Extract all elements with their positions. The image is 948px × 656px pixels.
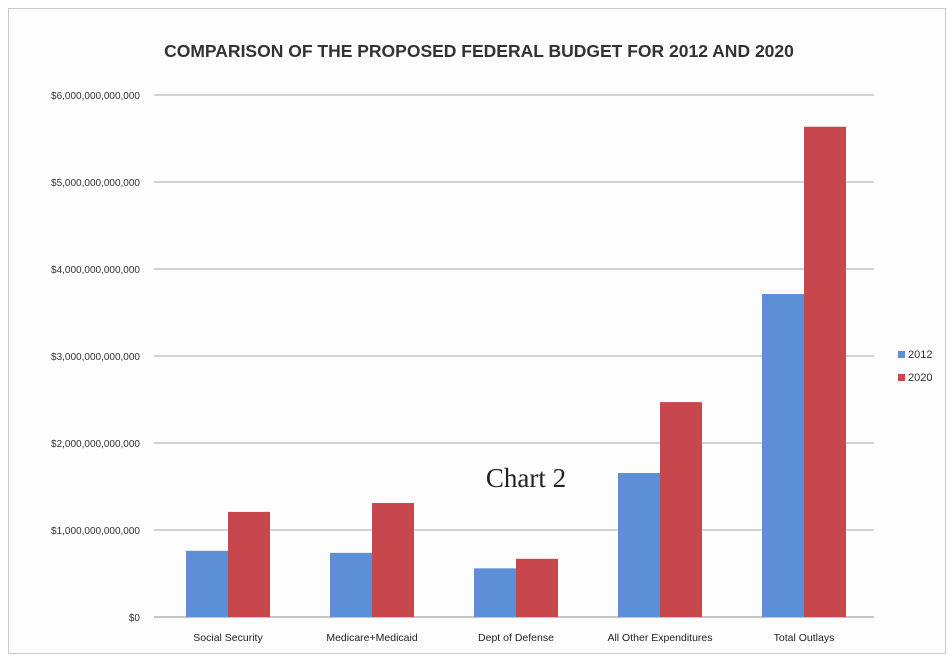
y-axis-tick-labels: $0 $1,000,000,000,000 $2,000,000,000,000 $3…	[51, 91, 140, 624]
legend-label: 2020	[908, 372, 932, 384]
y-tick-label: $0	[129, 613, 141, 624]
x-tick-label: Total Outlays	[774, 632, 835, 644]
y-tick-label: $3,000,000,000,000	[51, 352, 140, 363]
bars	[186, 126, 846, 617]
bar-2020-1	[372, 503, 414, 617]
x-axis-tick-labels: Social Security Medicare+Medicaid Dept of …	[193, 632, 834, 644]
x-tick-label: All Other Expenditures	[607, 632, 712, 644]
bar-2020-4	[804, 126, 846, 617]
legend: 2012 2020	[898, 349, 932, 384]
bar-2012-4	[762, 294, 804, 617]
bar-2020-0	[228, 511, 270, 617]
gridlines	[154, 94, 874, 618]
legend-label: 2012	[908, 349, 932, 361]
x-tick-label: Dept of Defense	[478, 632, 554, 644]
chart-annotation: Chart 2	[486, 463, 566, 493]
bar-2020-3	[660, 402, 702, 617]
bar-chart: COMPARISON OF THE PROPOSED FEDERAL BUDGE…	[51, 41, 932, 644]
bar-2012-2	[474, 568, 516, 617]
x-tick-label: Medicare+Medicaid	[326, 632, 417, 644]
y-tick-label: $4,000,000,000,000	[51, 265, 140, 276]
y-tick-label: $5,000,000,000,000	[51, 178, 140, 189]
legend-swatch-2012	[898, 351, 905, 358]
chart-title: COMPARISON OF THE PROPOSED FEDERAL BUDGE…	[164, 41, 794, 61]
bar-2012-1	[330, 552, 372, 617]
x-tick-label: Social Security	[193, 632, 263, 644]
bar-2020-2	[516, 558, 558, 617]
y-tick-label: $6,000,000,000,000	[51, 91, 140, 102]
bar-2012-0	[186, 550, 228, 617]
bar-2012-3	[618, 473, 660, 617]
chart-frame: COMPARISON OF THE PROPOSED FEDERAL BUDGE…	[8, 8, 946, 654]
legend-swatch-2020	[898, 374, 905, 381]
y-tick-label: $1,000,000,000,000	[51, 526, 140, 537]
y-tick-label: $2,000,000,000,000	[51, 439, 140, 450]
